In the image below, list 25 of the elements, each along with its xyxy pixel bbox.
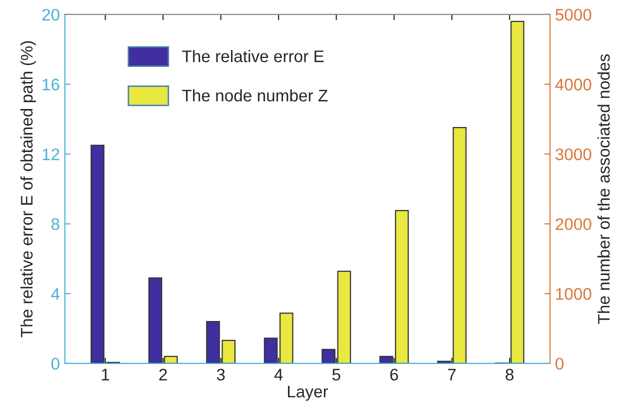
y-tick-label: 4 xyxy=(51,288,60,300)
legend-label: The relative error E xyxy=(182,50,324,62)
y2-tick-label: 4000 xyxy=(555,78,592,90)
y2-tick-label: 3000 xyxy=(556,148,592,160)
y2-axis-title: The number of the associated nodes xyxy=(598,54,610,324)
y2-tick-label: 2000 xyxy=(556,218,592,230)
x-tick-label: 2 xyxy=(159,368,167,380)
y-axis-title: The relative error E of obtained path (%) xyxy=(20,41,36,338)
y-tick-label: 20 xyxy=(42,8,60,21)
y2-tick-label: 0 xyxy=(556,358,564,370)
y-tick-label: 12 xyxy=(42,148,60,160)
x-axis-title: Layer xyxy=(288,386,328,401)
y2-tick-label: 1000 xyxy=(556,288,592,300)
x-tick-label: 8 xyxy=(506,368,514,381)
y-tick-label: 8 xyxy=(51,218,60,230)
legend-label: The node number Z xyxy=(182,89,328,102)
y-tick-label: 16 xyxy=(42,78,60,90)
x-tick-label: 7 xyxy=(448,368,456,380)
y2-tick-label: 5000 xyxy=(556,8,592,21)
x-tick-label: 3 xyxy=(216,368,225,381)
x-tick-label: 4 xyxy=(274,368,283,380)
x-tick-label: 1 xyxy=(102,368,110,380)
x-tick-label: 6 xyxy=(390,368,398,381)
y-tick-label: 0 xyxy=(51,358,60,370)
x-tick-label: 5 xyxy=(332,368,340,381)
